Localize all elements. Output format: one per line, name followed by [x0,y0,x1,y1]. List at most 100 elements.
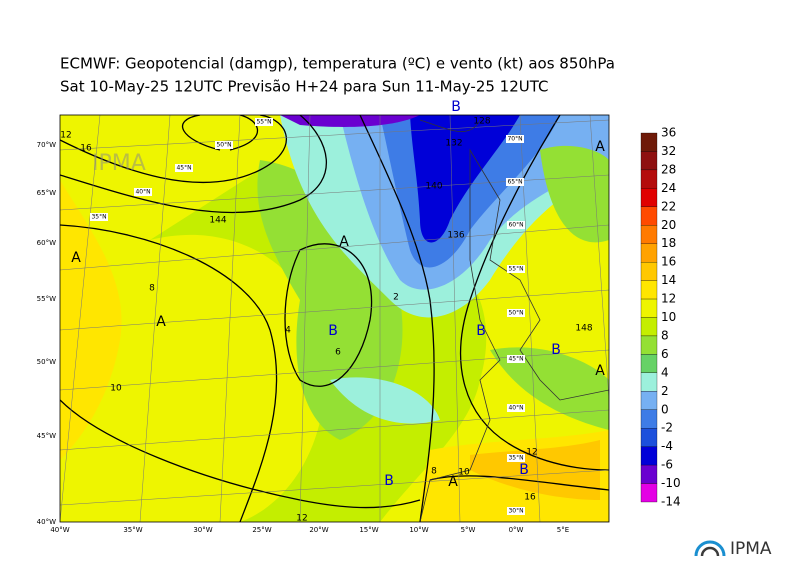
pressure-center: A [71,250,81,266]
colorbar-box [640,151,658,171]
pressure-center: A [595,139,605,155]
contour-label: 148 [575,324,592,334]
colorbar-box [640,428,658,447]
contour-label: 8 [431,467,437,477]
lat-label: 60°W [37,239,56,247]
grid-label: 60°N [508,222,523,229]
colorbar-box [640,243,658,263]
colorbar-box [640,446,658,466]
grid-label: 30°N [508,508,523,515]
grid-label: 40°N [135,189,150,196]
grid-label-bg [507,404,525,412]
colorbar-label: 10 [661,310,676,324]
contour-label: 136 [447,231,464,241]
pressure-center: A [595,363,605,379]
grid-label: 35°N [508,455,523,462]
grid-label: 50°N [508,310,523,317]
grid-label-bg [506,135,524,143]
contour-label: 4 [285,326,291,336]
pressure-center: A [339,234,349,250]
contour-label: 128 [473,117,490,127]
contour-label: 132 [445,139,462,149]
colorbar-box [640,188,658,207]
contour-label: 2 [393,293,399,303]
grid-label-bg [506,178,524,186]
colorbar-box [640,372,658,392]
lat-label: 40°W [37,518,56,526]
contour-label: 6 [335,348,341,358]
colorbar-box [640,335,658,355]
grid-label: 45°N [176,165,191,172]
colorbar-label: 32 [661,144,676,158]
colorbar-box [640,317,658,337]
colorbar-label: -6 [661,458,673,472]
pressure-center: B [384,473,394,489]
colorbar-box [640,354,658,373]
grid-label: 65°N [507,179,522,186]
colorbar-box [640,464,658,484]
map-frame [59,114,610,523]
colorbar-label: -4 [661,439,673,453]
grid-label: 55°N [508,266,523,273]
lat-label: 65°W [37,189,56,197]
lon-label: 10°W [409,526,428,534]
pressure-center: B [551,342,561,358]
grid-label-bg [507,355,525,363]
lat-label: 50°W [37,358,56,366]
grid-label-bg [175,164,193,172]
lon-label: 35°W [123,526,142,534]
contour-label: 16 [80,144,92,154]
lon-label: 5°E [557,526,569,534]
colorbar-box [640,391,658,410]
lon-label: 15°W [359,526,378,534]
lat-label: 70°W [37,141,56,149]
colorbar-label: 20 [661,218,676,232]
colorbar-label: 12 [661,292,676,306]
grid-label: 70°N [507,136,522,143]
grid-label: 35°N [91,214,106,221]
lat-label: 45°W [37,432,56,440]
colorbar-label: 18 [661,236,676,250]
contour-label: 8 [149,284,155,294]
lon-label: 40°W [50,526,69,534]
logo: IPMA [730,539,772,559]
contour-label: 10 [110,384,122,394]
colorbar-label: 8 [661,328,669,342]
grid-label-bg [507,265,525,273]
pressure-center: B [519,462,529,478]
lat-label: 55°W [37,295,56,303]
pressure-center: B [328,323,338,339]
colorbar-label: 2 [661,384,669,398]
lon-label: 20°W [309,526,328,534]
colorbar-label: 36 [661,126,676,140]
colorbar-box [640,132,658,152]
lon-label: 30°W [193,526,212,534]
title-line-2: Sat 10-May-25 12UTC Previsão H+24 para S… [60,78,549,96]
grid-label-bg [507,507,525,515]
title-line-1: ECMWF: Geopotencial (damgp), temperatura… [60,55,615,73]
pressure-center: A [448,474,458,490]
colorbar-box [640,298,658,318]
colorbar-label: 28 [661,162,676,176]
colorbar-label: 14 [661,273,676,287]
colorbar-label: 6 [661,347,669,361]
colorbar-box [640,483,658,503]
logo-icon [694,540,726,557]
grid-label-bg [255,118,273,126]
pressure-center: A [156,314,166,330]
pressure-center: B [451,99,461,115]
grid-label: 50°N [216,142,231,149]
map: IPMA [60,115,609,522]
colorbar-box [640,280,658,300]
colorbar-label: 0 [661,402,669,416]
logo-icon-inner [700,546,720,557]
colorbar-box [640,261,658,281]
grid-label-bg [215,141,233,149]
lon-label: 0°W [509,526,524,534]
colorbar-box [640,225,658,244]
pressure-center: B [476,323,486,339]
colorbar-box [640,206,658,226]
contour-label: 10 [458,468,470,478]
contour-label: 12 [526,448,537,458]
